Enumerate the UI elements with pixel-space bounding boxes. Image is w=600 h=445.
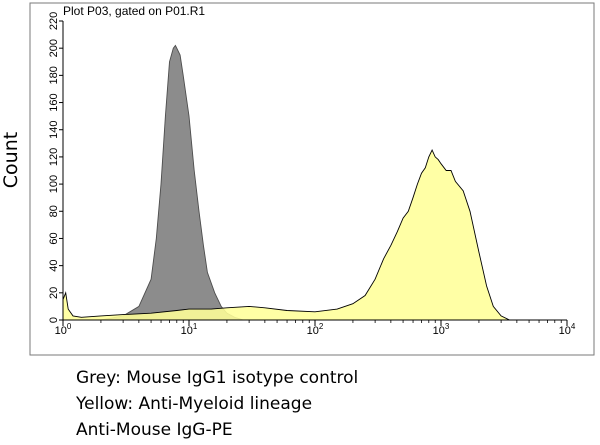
x-tick-label: 104 — [559, 322, 576, 337]
y-tick-label: 220 — [48, 12, 60, 30]
x-tick-label: 102 — [307, 322, 324, 337]
legend-line-grey: Grey: Mouse IgG1 isotype control — [76, 368, 359, 388]
histogram-series-1 — [62, 149, 510, 321]
chart-outer-frame — [29, 2, 595, 356]
y-tick-label: 60 — [48, 232, 60, 244]
series-layer — [62, 44, 510, 321]
y-tick-label: 200 — [48, 39, 60, 57]
chart-title: Plot P03, gated on P01.R1 — [63, 4, 205, 18]
y-tick-label: 80 — [48, 205, 60, 217]
y-tick-label: 180 — [48, 66, 60, 84]
y-tick-label: 140 — [48, 121, 60, 139]
y-tick-label: 120 — [48, 148, 60, 166]
tick-layer: 100 101 102 103 104 0 20 40 60 80 100 120 140 160 180 2… — [48, 12, 576, 337]
x-tick-label: 101 — [181, 322, 198, 337]
legend-line-yellow: Yellow: Anti-Myeloid lineage — [76, 394, 313, 414]
y-tick-label: 100 — [48, 175, 60, 193]
y-tick-label: 160 — [48, 93, 60, 111]
x-tick-label: 103 — [433, 322, 450, 337]
legend-line-secondary: Anti-Mouse IgG-PE — [76, 420, 233, 440]
x-tick-label: 100 — [55, 322, 72, 337]
y-tick-label: 0 — [48, 317, 60, 323]
y-tick-label: 20 — [48, 287, 60, 299]
histogram-series-0 — [63, 44, 244, 321]
y-tick-label: 40 — [48, 260, 60, 272]
y-axis-label: Count — [0, 132, 22, 188]
